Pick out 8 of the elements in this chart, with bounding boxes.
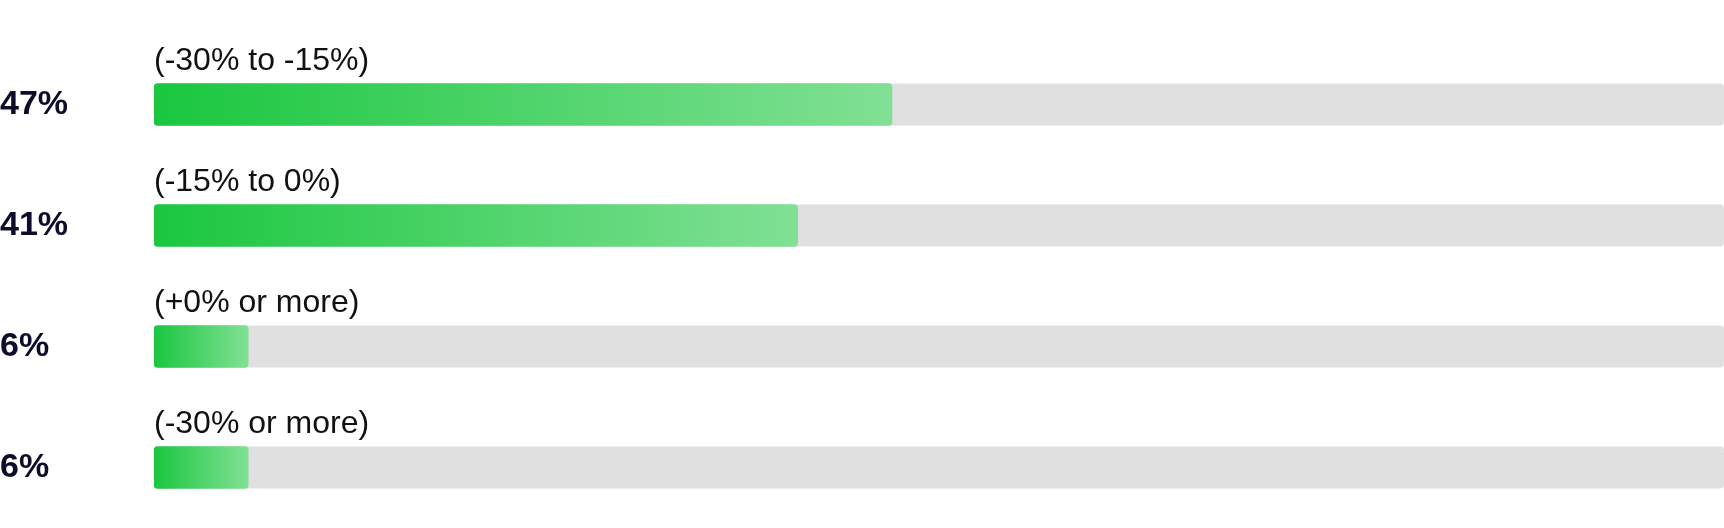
data-label: 41% (0, 203, 69, 242)
data-label: 6% (0, 324, 50, 363)
y-tick-label: (+0% or more) (154, 282, 360, 319)
y-tick-label: (-30% or more) (154, 403, 370, 440)
y-tick-label: (-15% to 0%) (154, 161, 341, 198)
data-label: 6% (0, 445, 50, 484)
y-tick-label: (-30% to -15%) (154, 40, 370, 77)
data-label: 47% (0, 82, 69, 121)
